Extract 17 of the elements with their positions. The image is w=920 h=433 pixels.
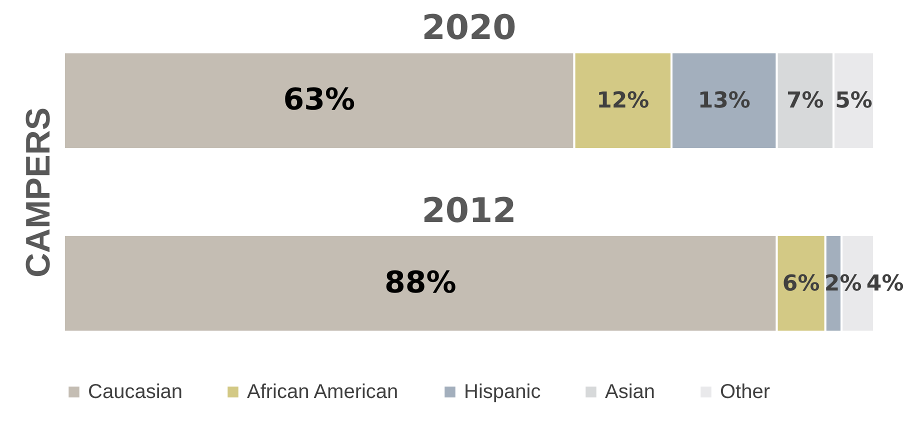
legend-label: Asian <box>605 381 656 403</box>
legend-label: Caucasian <box>88 381 183 403</box>
y-tick-label: 2020 <box>422 8 516 48</box>
data-label: 88% <box>384 265 456 300</box>
y-tick-label: 2012 <box>422 190 516 231</box>
y-axis-title: CAMPERS <box>20 107 58 278</box>
data-label: 4% <box>866 271 904 296</box>
data-label: 5% <box>835 88 872 114</box>
legend-label: African American <box>247 381 398 403</box>
data-label: 13% <box>698 88 750 114</box>
data-label: 12% <box>596 88 650 114</box>
data-label: 6% <box>782 271 820 296</box>
legend-label: Hispanic <box>464 381 541 403</box>
legend-label: Other <box>720 381 770 403</box>
data-label: 7% <box>786 88 824 114</box>
data-label: 2% <box>824 271 862 296</box>
data-label: 63% <box>283 82 356 118</box>
